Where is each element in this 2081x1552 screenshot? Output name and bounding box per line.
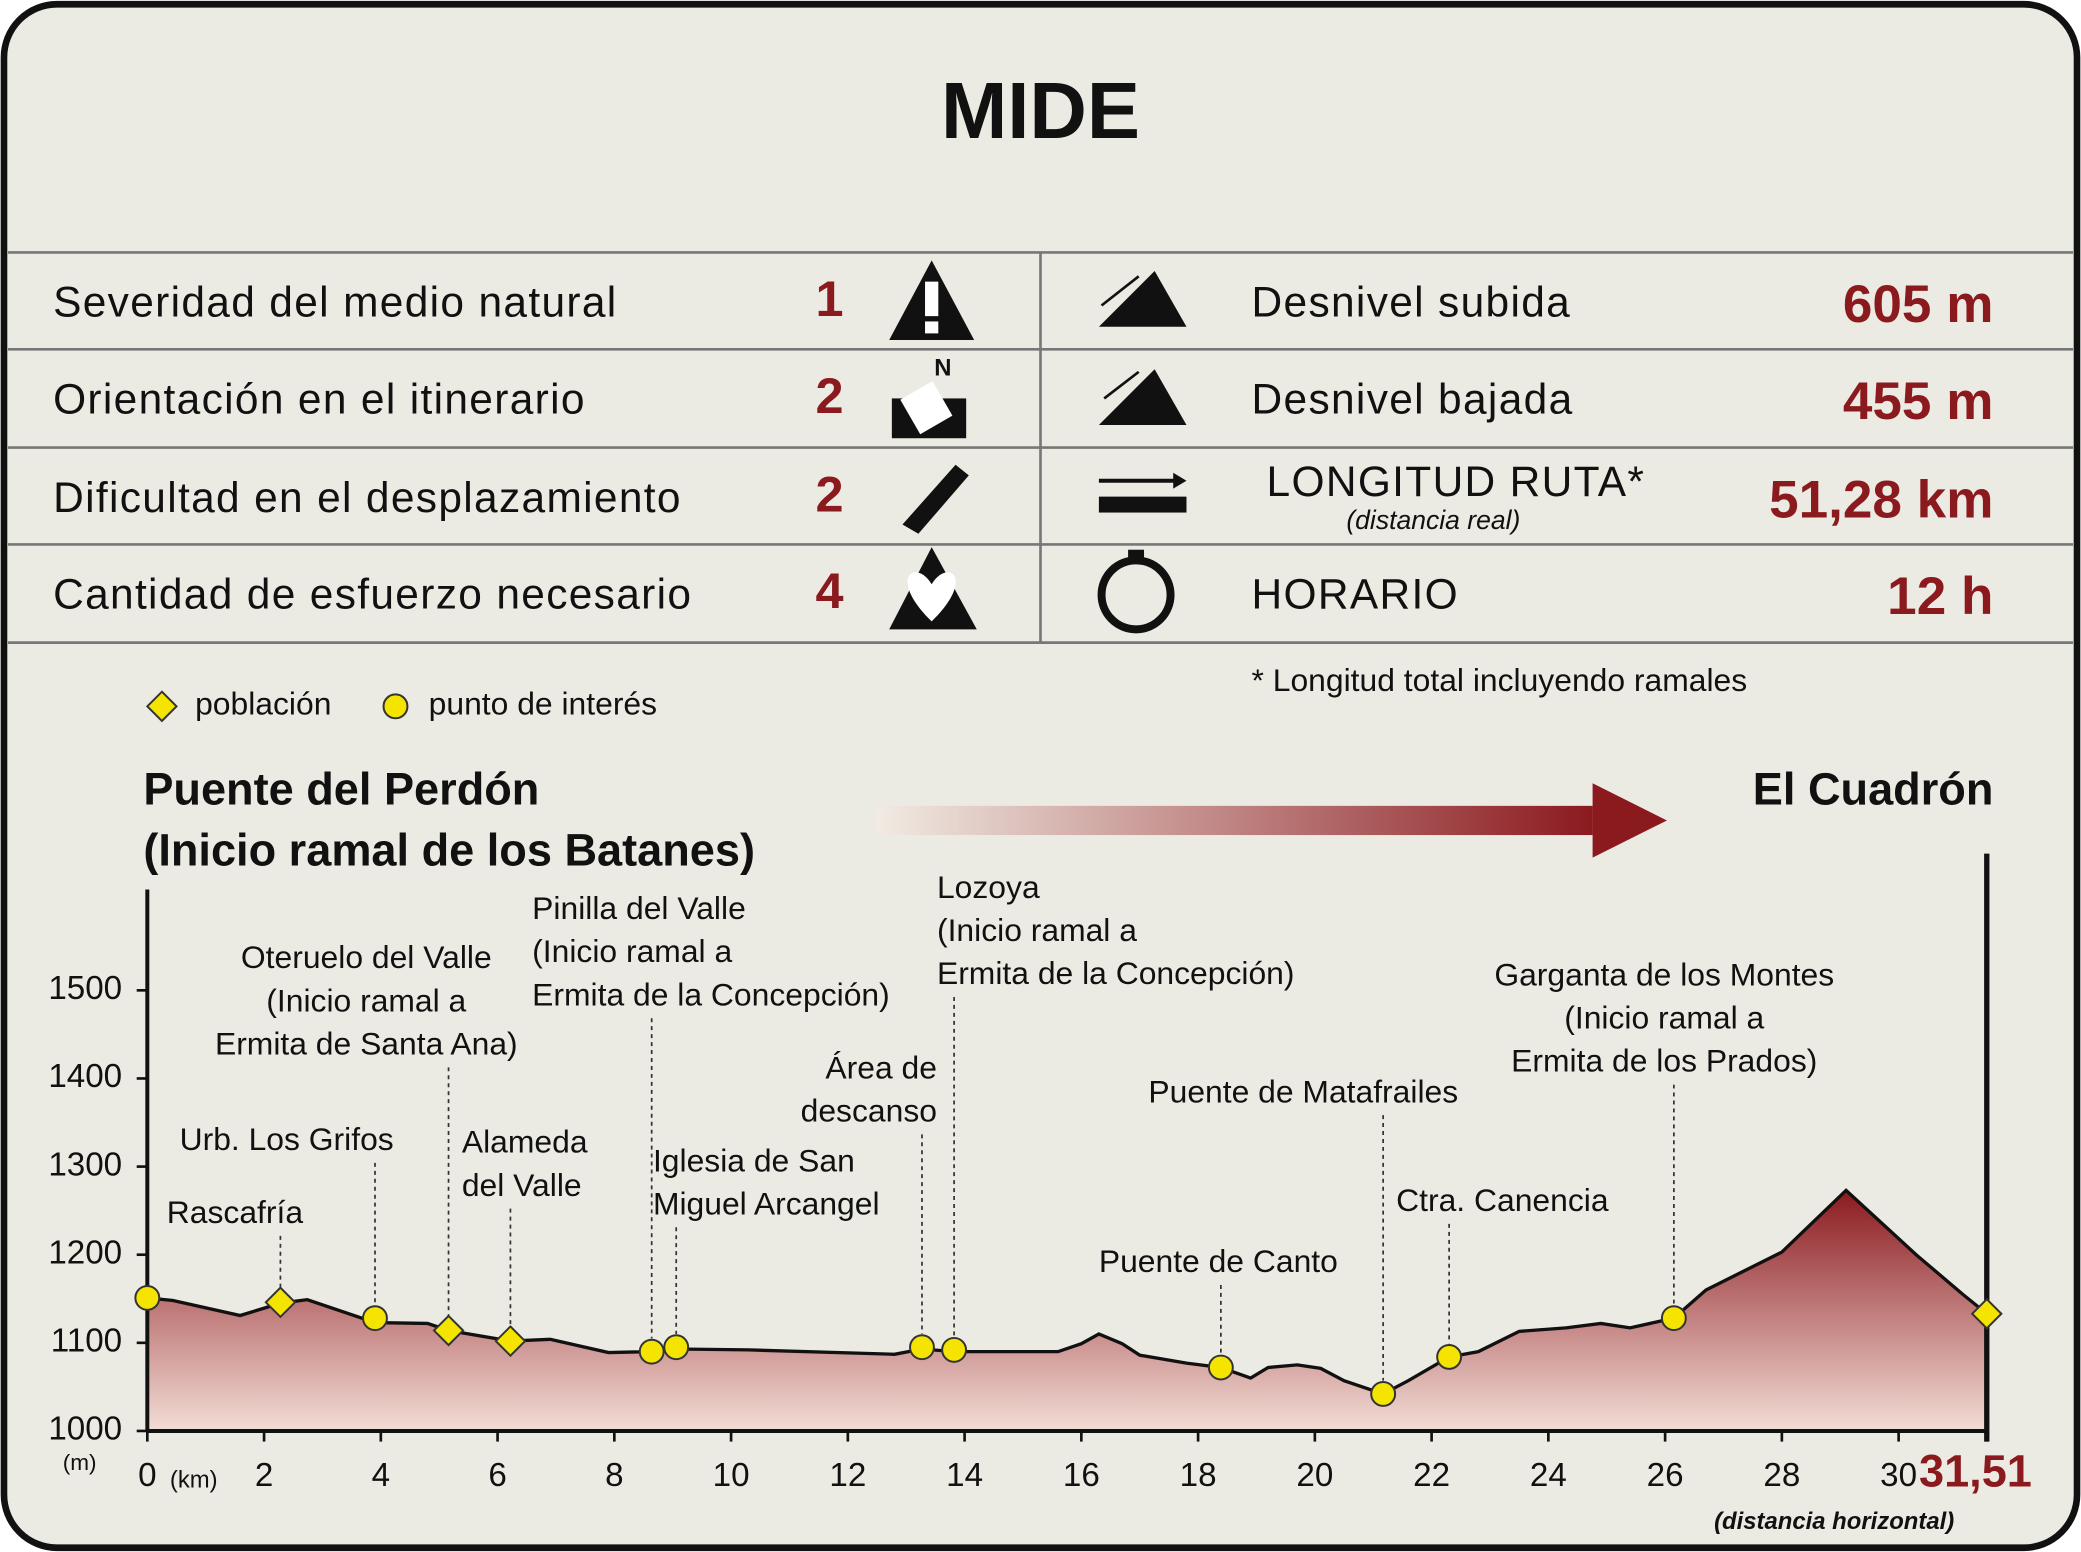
x-tick-label: 20 xyxy=(1296,1457,1333,1494)
waypoint-label: (Inicio ramal a xyxy=(532,933,732,969)
marker-circle xyxy=(638,1338,665,1365)
legend-label: población xyxy=(195,686,331,722)
waypoint-label: Ermita de Santa Ana) xyxy=(215,1025,518,1061)
x-tick-label: 2 xyxy=(255,1457,273,1494)
x-tick-label: 10 xyxy=(713,1457,750,1494)
stat-sublabel: (distancia real) xyxy=(1346,505,1520,535)
start-label: Puente del Perdón xyxy=(143,764,539,815)
direction-arrow-head xyxy=(1592,783,1667,858)
marker-circle xyxy=(1436,1343,1463,1370)
legend-swatch xyxy=(145,690,178,723)
waypoint-label: Puente de Canto xyxy=(1099,1243,1338,1279)
x-tick-label: 31,51 xyxy=(1919,1446,2032,1497)
waypoint-label: Ermita de la Concepción) xyxy=(937,955,1295,991)
row-label: Dificultad en el desplazamiento xyxy=(53,474,682,521)
x-tick-label: 24 xyxy=(1530,1457,1567,1494)
x-tick-label: 18 xyxy=(1180,1457,1217,1494)
waypoint-label: Ermita de la Concepción) xyxy=(532,976,890,1012)
waypoint-label: del Valle xyxy=(462,1167,582,1203)
waypoint-label: Rascafría xyxy=(167,1194,304,1230)
waypoint-label: Área de xyxy=(825,1049,937,1085)
waypoint-label: (Inicio ramal a xyxy=(266,982,466,1018)
stat-label: LONGITUD RUTA* xyxy=(1267,458,1646,505)
marker-circle xyxy=(134,1284,161,1311)
stat-label: Desnivel bajada xyxy=(1252,376,1574,423)
stat-label: HORARIO xyxy=(1252,571,1459,618)
direction-arrow xyxy=(875,805,1593,836)
waypoint-label: (Inicio ramal a xyxy=(1564,1000,1764,1036)
marker-circle xyxy=(663,1334,690,1361)
table-grid xyxy=(7,251,2074,644)
row-label: Cantidad de esfuerzo necesario xyxy=(53,571,692,618)
y-tick-label: 1000 xyxy=(48,1411,122,1448)
x-tick-label: 4 xyxy=(372,1457,390,1494)
x-tick-label: 12 xyxy=(829,1457,866,1494)
stat-value: 455 m xyxy=(1843,372,1994,431)
row-label: Orientación en el itinerario xyxy=(53,376,586,423)
marker-diamond xyxy=(264,1286,297,1319)
stat-value: 605 m xyxy=(1843,275,1994,334)
waypoint-label: Alameda xyxy=(462,1124,588,1160)
svg-text:N: N xyxy=(934,355,951,382)
waypoint-label: Ctra. Canencia xyxy=(1396,1182,1609,1218)
waypoint-label: Ermita de los Prados) xyxy=(1511,1043,1817,1079)
stat-value: 51,28 km xyxy=(1769,470,1993,529)
marker-circle xyxy=(941,1336,968,1363)
icons: N xyxy=(889,260,1187,634)
start-label: (Inicio ramal de los Batanes) xyxy=(143,825,755,876)
waypoint-label: Lozoya xyxy=(937,869,1040,905)
y-unit: (m) xyxy=(63,1450,97,1475)
waypoint-label: Miguel Arcangel xyxy=(653,1185,880,1221)
marker-diamond xyxy=(1970,1297,2003,1330)
marker-circle xyxy=(1207,1354,1234,1381)
y-tick-label: 1100 xyxy=(51,1323,122,1360)
x-tick-label: 8 xyxy=(605,1457,623,1494)
x-unit: (km) xyxy=(170,1467,218,1494)
x-note: (distancia horizontal) xyxy=(1714,1508,1954,1535)
title: MIDE xyxy=(941,66,1140,155)
x-tick-label: 28 xyxy=(1763,1457,1800,1494)
marker-diamond xyxy=(432,1314,465,1347)
end-label: El Cuadrón xyxy=(1753,764,1994,815)
stat-label: Desnivel subida xyxy=(1252,279,1572,326)
row-value: 4 xyxy=(815,562,843,619)
marker-circle xyxy=(909,1334,935,1361)
x-tick-label: 16 xyxy=(1063,1457,1100,1494)
waypoint-label: (Inicio ramal a xyxy=(937,912,1137,948)
marker-circle xyxy=(1660,1305,1687,1332)
waypoint-label: Garganta de los Montes xyxy=(1494,956,1834,992)
waypoint-label: Iglesia de San xyxy=(653,1142,855,1178)
x-tick-label: 0 xyxy=(138,1457,156,1494)
marker-circle xyxy=(1370,1381,1397,1407)
row-value: 2 xyxy=(815,367,843,424)
x-tick-label: 22 xyxy=(1413,1457,1450,1494)
x-tick-label: 26 xyxy=(1647,1457,1684,1494)
y-tick-label: 1200 xyxy=(48,1234,122,1271)
y-tick-label: 1300 xyxy=(48,1146,122,1183)
waypoint-label: Urb. Los Grifos xyxy=(180,1121,394,1157)
row-label: Severidad del medio natural xyxy=(53,279,617,326)
marker-circle xyxy=(362,1305,388,1332)
y-tick-label: 1400 xyxy=(48,1058,122,1095)
y-tick-label: 1500 xyxy=(48,970,122,1007)
legend-label: punto de interés xyxy=(429,686,657,722)
waypoint-label: Puente de Matafrailes xyxy=(1148,1073,1458,1109)
stat-value: 12 h xyxy=(1887,567,1993,626)
waypoint-label: descanso xyxy=(801,1093,937,1129)
waypoint-label: Pinilla del Valle xyxy=(532,890,746,926)
note: * Longitud total incluyendo ramales xyxy=(1252,662,1748,698)
legend-swatch xyxy=(382,693,409,720)
row-value: 1 xyxy=(815,270,843,327)
x-tick-label: 6 xyxy=(488,1457,506,1494)
area-fill xyxy=(147,1190,1987,1431)
x-tick-label: 14 xyxy=(946,1457,983,1494)
row-value: 2 xyxy=(815,465,843,522)
x-tick-label: 30 xyxy=(1880,1457,1917,1494)
waypoint-label: Oteruelo del Valle xyxy=(241,939,492,975)
marker-diamond xyxy=(494,1325,527,1358)
